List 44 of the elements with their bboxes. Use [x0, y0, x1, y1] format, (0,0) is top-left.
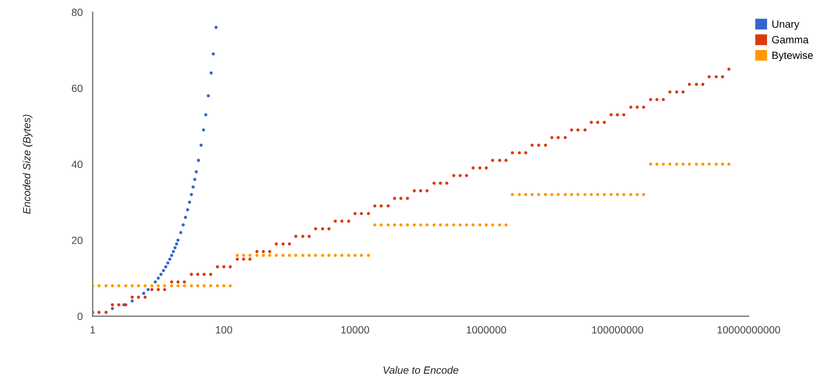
point — [168, 258, 172, 261]
point — [194, 170, 198, 174]
point — [159, 272, 163, 276]
point — [184, 216, 188, 219]
y-axis-title: Encoded Size (Bytes) — [22, 114, 32, 214]
point — [192, 185, 195, 189]
y-tick-label: 60 — [72, 84, 83, 92]
x-axis-title: Value to Encode — [384, 366, 458, 374]
point — [193, 178, 196, 181]
point — [179, 231, 182, 234]
point — [154, 280, 157, 284]
point — [204, 113, 208, 116]
legend-label: Gamma — [772, 36, 809, 44]
y-tick-label: 80 — [72, 8, 83, 16]
x-tick-label: 100000000 — [592, 326, 644, 334]
point — [196, 158, 200, 162]
point — [186, 208, 190, 212]
point — [182, 223, 185, 227]
x-tick-label: 100 — [216, 326, 232, 334]
point — [156, 276, 160, 280]
y-tick-label: 40 — [72, 160, 83, 168]
x-tick-label: 1000000 — [466, 326, 506, 334]
point — [206, 94, 210, 98]
point — [174, 242, 178, 246]
point — [210, 71, 213, 75]
point — [162, 269, 166, 272]
point — [200, 144, 203, 147]
point — [173, 246, 177, 250]
point — [202, 128, 206, 132]
x-tick-label: 10000 — [341, 326, 370, 334]
legend-label: Unary — [772, 20, 800, 30]
point — [212, 52, 215, 56]
legend-label: Bytewise — [772, 51, 813, 62]
point — [190, 193, 193, 196]
y-tick-label: 20 — [72, 236, 83, 244]
y-tick-label: 0 — [78, 312, 83, 320]
x-tick-label: 10000000000 — [718, 326, 780, 334]
point — [176, 238, 180, 242]
point — [188, 200, 192, 204]
point — [170, 254, 174, 257]
x-tick-label: 1 — [90, 326, 96, 334]
point — [164, 265, 168, 268]
point — [172, 250, 175, 254]
point — [166, 261, 170, 265]
